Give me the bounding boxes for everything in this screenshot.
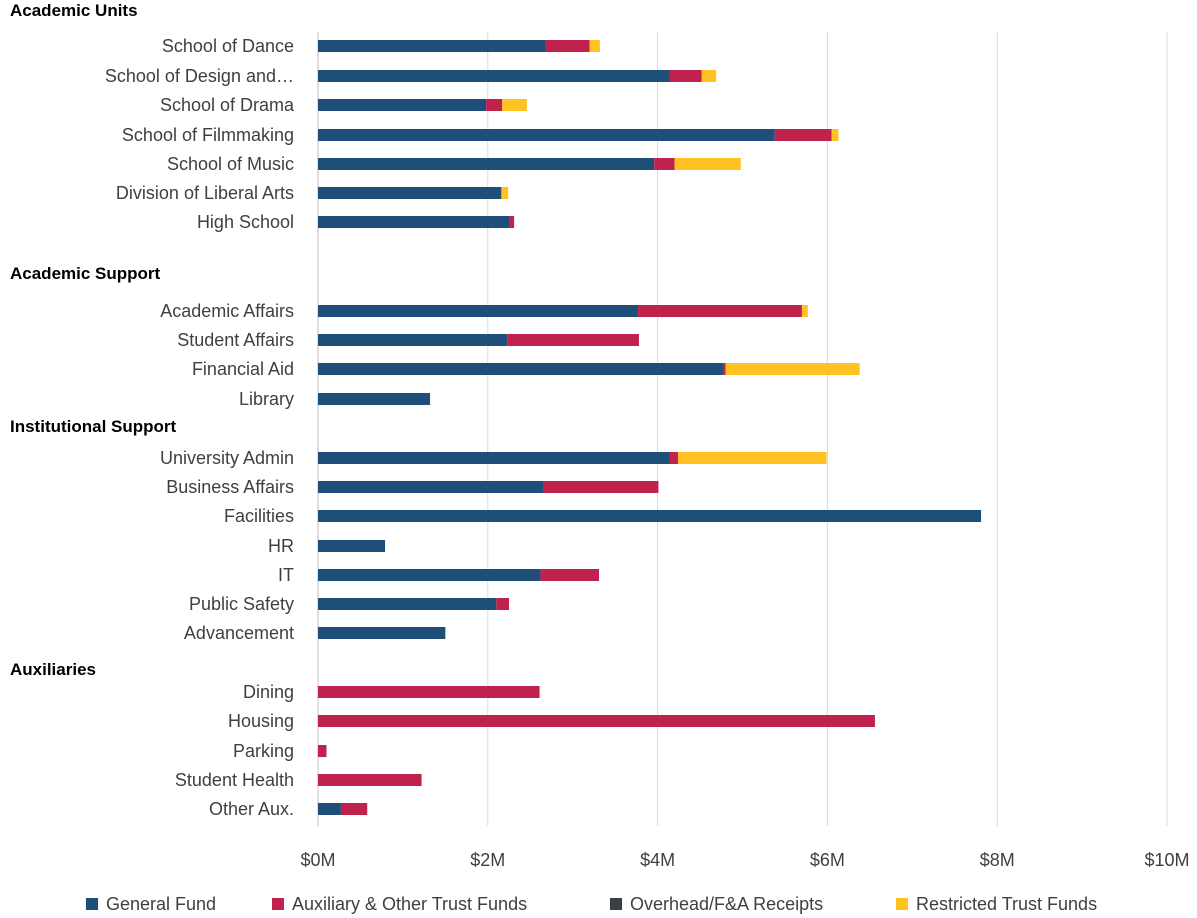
bar-segment	[318, 216, 510, 228]
category-label: Academic Affairs	[160, 301, 294, 321]
bar-segment	[318, 627, 446, 639]
category-label: Financial Aid	[192, 359, 294, 379]
bar-segment	[318, 686, 540, 698]
bar-segment	[589, 40, 600, 52]
category-label: School of Dance	[162, 36, 294, 56]
bar-segment	[507, 334, 639, 346]
category-label: Business Affairs	[166, 477, 294, 497]
x-tick-label: $8M	[980, 850, 1015, 870]
legend-label: Auxiliary & Other Trust Funds	[292, 894, 527, 914]
x-axis-ticks: $0M $2M $4M $6M $8M $10M	[300, 850, 1189, 870]
category-labels: Academic Units School of Dance School of D…	[10, 1, 295, 819]
bar-segment	[318, 70, 670, 82]
bar-segment	[677, 452, 827, 464]
category-label: Library	[239, 389, 294, 409]
bar-segment	[545, 40, 590, 52]
bar-segment	[801, 305, 808, 317]
gridlines	[317, 32, 1168, 826]
category-label: Other Aux.	[209, 799, 294, 819]
bar-segment	[674, 158, 741, 170]
x-tick-label: $0M	[300, 850, 335, 870]
bar-segment	[318, 745, 327, 757]
bar-segment	[318, 129, 775, 141]
bar-segment	[318, 158, 655, 170]
bar-segment	[654, 158, 675, 170]
bar-segment	[318, 803, 341, 815]
category-label: Housing	[228, 711, 294, 731]
bar-segment	[725, 363, 860, 375]
bar-segment	[496, 598, 510, 610]
bar-segment	[638, 305, 802, 317]
legend-swatch	[272, 898, 284, 910]
group-label: Auxiliaries	[10, 660, 96, 679]
bar-segment	[509, 216, 515, 228]
category-label: Dining	[243, 682, 294, 702]
category-label: Student Affairs	[177, 330, 294, 350]
bar-segment	[318, 393, 431, 405]
category-label: School of Design and…	[105, 66, 294, 86]
bar-segment	[669, 70, 702, 82]
legend-swatch	[896, 898, 908, 910]
bar-segment	[502, 99, 527, 111]
bar-segment	[669, 452, 678, 464]
x-tick-label: $4M	[640, 850, 675, 870]
bar-segment	[722, 363, 726, 375]
bar-segment	[542, 481, 659, 493]
bar-segment	[501, 187, 509, 199]
bar-segment	[701, 70, 717, 82]
bar-segment	[318, 715, 875, 727]
bar-segment	[318, 99, 487, 111]
legend-swatch	[86, 898, 98, 910]
bar-segment	[318, 187, 502, 199]
x-tick-label: $2M	[470, 850, 505, 870]
bar-segment	[318, 569, 541, 581]
legend-label: Restricted Trust Funds	[916, 894, 1097, 914]
category-label: School of Drama	[160, 95, 295, 115]
category-label: Student Health	[175, 770, 294, 790]
category-label: Advancement	[184, 623, 294, 643]
bar-segment	[318, 452, 670, 464]
legend-label: Overhead/F&A Receipts	[630, 894, 823, 914]
legend-label: General Fund	[106, 894, 216, 914]
bar-segment	[831, 129, 839, 141]
legend: General Fund Auxiliary & Other Trust Fund…	[86, 894, 1097, 914]
bar-segment	[486, 99, 503, 111]
bar-segment	[540, 569, 600, 581]
category-label: High School	[197, 212, 294, 232]
bar-segment	[318, 510, 982, 522]
bar-segment	[318, 305, 639, 317]
bar-segment	[774, 129, 832, 141]
bar-segment	[318, 540, 386, 552]
bar-segment	[318, 774, 422, 786]
bar-segment	[340, 803, 368, 815]
category-label: IT	[278, 565, 294, 585]
bar-segment	[318, 481, 543, 493]
bar-segment	[318, 334, 508, 346]
x-tick-label: $10M	[1144, 850, 1189, 870]
category-label: School of Music	[167, 154, 294, 174]
category-label: Public Safety	[189, 594, 294, 614]
group-label: Academic Support	[10, 264, 161, 283]
x-tick-label: $6M	[810, 850, 845, 870]
category-label: HR	[268, 536, 294, 556]
category-label: Division of Liberal Arts	[116, 183, 294, 203]
bar-segment	[318, 40, 546, 52]
category-label: School of Filmmaking	[122, 125, 294, 145]
bar-segment	[318, 363, 723, 375]
category-label: University Admin	[160, 448, 294, 468]
group-label: Institutional Support	[10, 417, 177, 436]
legend-swatch	[610, 898, 622, 910]
group-label: Academic Units	[10, 1, 138, 20]
bar-segment	[318, 598, 497, 610]
category-label: Parking	[233, 741, 294, 761]
bars	[318, 40, 982, 815]
category-label: Facilities	[224, 506, 294, 526]
